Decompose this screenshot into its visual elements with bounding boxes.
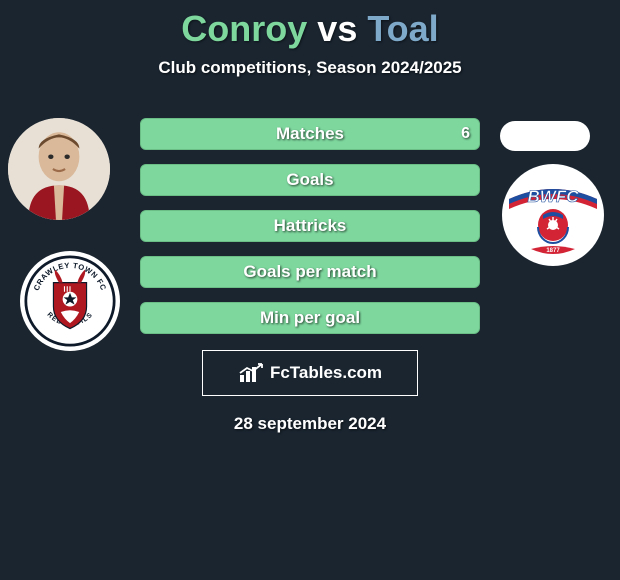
player2-name: Toal (367, 8, 438, 49)
metric-row: Matches6 (140, 118, 480, 150)
player2-club-badge: BWFC 1877 (502, 164, 604, 266)
date-text: 28 september 2024 (0, 414, 620, 434)
avatar-placeholder-icon (8, 118, 110, 220)
brand-chart-icon (238, 362, 264, 384)
club-badge-right-icon: BWFC 1877 (503, 165, 603, 265)
metric-value-right: 6 (461, 125, 470, 143)
metric-label: Matches (140, 124, 480, 144)
svg-text:1877: 1877 (546, 248, 560, 254)
metric-row: Goals per match (140, 256, 480, 288)
title-connector: vs (307, 8, 367, 49)
player1-club-badge: CRAWLEY TOWN FC RED DEVILS (20, 251, 120, 351)
metric-label: Goals per match (140, 262, 480, 282)
player1-name: Conroy (181, 8, 307, 49)
metric-row: Goals (140, 164, 480, 196)
svg-text:BWFC: BWFC (528, 187, 580, 206)
metric-label: Hattricks (140, 216, 480, 236)
metric-row: Min per goal (140, 302, 480, 334)
page-title: Conroy vs Toal (0, 0, 620, 50)
metric-bars: Matches6 Goals Hattricks Goals per match Min… (140, 118, 480, 334)
player2-avatar (500, 121, 590, 151)
brand-text: FcTables.com (270, 363, 382, 383)
metric-label: Goals (140, 170, 480, 190)
comparison-panel: CRAWLEY TOWN FC RED DEVILS BWFC (0, 118, 620, 434)
metric-row: Hattricks (140, 210, 480, 242)
metric-label: Min per goal (140, 308, 480, 328)
subtitle: Club competitions, Season 2024/2025 (0, 58, 620, 78)
brand-box: FcTables.com (202, 350, 418, 396)
club-badge-left-icon: CRAWLEY TOWN FC RED DEVILS (24, 255, 116, 347)
player1-avatar (8, 118, 110, 220)
